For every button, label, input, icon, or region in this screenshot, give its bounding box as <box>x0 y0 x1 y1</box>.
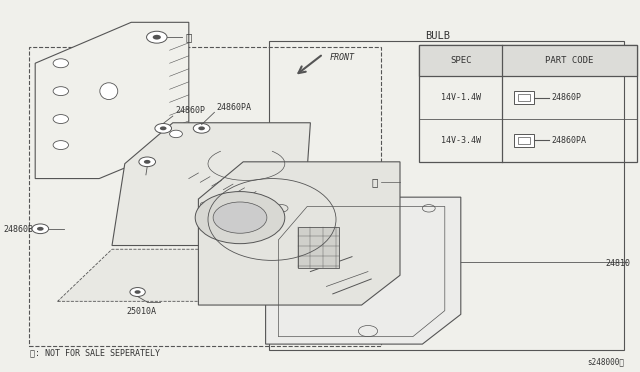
Text: BULB: BULB <box>426 31 451 41</box>
Circle shape <box>195 192 285 244</box>
Circle shape <box>37 227 44 231</box>
Circle shape <box>193 124 210 133</box>
Bar <box>419 45 637 76</box>
Circle shape <box>32 224 49 234</box>
Polygon shape <box>266 197 461 344</box>
Circle shape <box>144 160 150 164</box>
Text: FRONT: FRONT <box>330 53 355 62</box>
Bar <box>298 227 339 268</box>
Text: ※: NOT FOR SALE SEPERATELY: ※: NOT FOR SALE SEPERATELY <box>30 348 160 357</box>
Circle shape <box>130 288 145 296</box>
Text: 24813: 24813 <box>368 223 393 232</box>
Circle shape <box>134 290 141 294</box>
Bar <box>269 41 624 350</box>
Circle shape <box>170 130 182 138</box>
Circle shape <box>53 115 68 124</box>
Circle shape <box>147 31 167 43</box>
Circle shape <box>53 87 68 96</box>
Circle shape <box>53 59 68 68</box>
Circle shape <box>198 126 205 130</box>
Circle shape <box>155 124 172 133</box>
Bar <box>514 134 534 147</box>
Text: 24860PA: 24860PA <box>551 136 586 145</box>
Text: s248000、: s248000、 <box>587 357 624 366</box>
Text: ※: ※ <box>371 177 378 187</box>
Circle shape <box>160 126 166 130</box>
Text: 24810: 24810 <box>605 259 630 267</box>
Circle shape <box>153 35 161 39</box>
Polygon shape <box>35 22 189 179</box>
Text: ※: ※ <box>186 32 192 42</box>
Bar <box>518 137 530 144</box>
Circle shape <box>53 141 68 150</box>
Polygon shape <box>58 249 301 301</box>
Text: 24860P: 24860P <box>175 106 205 115</box>
Text: 24860PA: 24860PA <box>131 179 166 187</box>
Text: 24860P: 24860P <box>551 93 581 102</box>
Bar <box>514 91 534 104</box>
Text: 24860PA: 24860PA <box>216 103 252 112</box>
Bar <box>29 46 381 346</box>
Polygon shape <box>112 123 310 246</box>
Text: 25010A: 25010A <box>127 307 157 316</box>
Circle shape <box>213 202 267 233</box>
Text: SPEC: SPEC <box>450 56 472 65</box>
Bar <box>419 45 637 162</box>
Ellipse shape <box>100 83 118 100</box>
Text: PART CODE: PART CODE <box>545 56 594 65</box>
Text: 24860B: 24860B <box>3 225 33 234</box>
Polygon shape <box>198 162 400 305</box>
Text: 14V-1.4W: 14V-1.4W <box>441 93 481 102</box>
Bar <box>518 94 530 101</box>
Circle shape <box>139 157 156 167</box>
Text: 14V-3.4W: 14V-3.4W <box>441 136 481 145</box>
